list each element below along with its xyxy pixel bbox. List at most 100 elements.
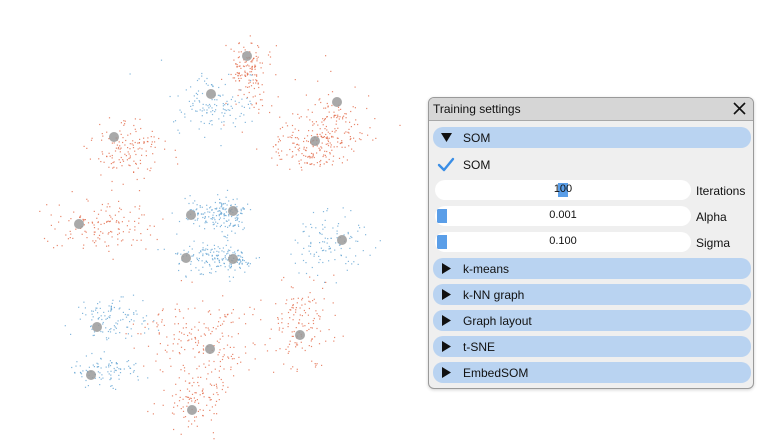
data-point	[297, 138, 300, 140]
data-point	[309, 157, 311, 159]
data-point	[182, 364, 184, 366]
data-point	[104, 315, 106, 317]
slider-handle[interactable]	[437, 235, 447, 249]
section-kmeans[interactable]: k-means	[433, 258, 751, 279]
data-point	[345, 117, 347, 119]
close-icon[interactable]	[731, 100, 748, 117]
data-point	[269, 56, 272, 58]
slider-handle[interactable]	[437, 209, 447, 223]
data-point	[295, 311, 297, 313]
section-knn-graph[interactable]: k-NN graph	[433, 284, 751, 305]
data-point	[253, 106, 255, 108]
data-point	[122, 183, 124, 185]
data-point	[199, 394, 201, 396]
data-point	[327, 105, 329, 107]
data-point	[336, 233, 338, 235]
sigma-slider[interactable]: 0.100	[435, 232, 691, 252]
checkmark-icon[interactable]	[437, 156, 455, 174]
data-point	[313, 317, 315, 320]
data-point	[114, 326, 116, 328]
data-point	[324, 154, 326, 156]
data-point	[218, 259, 220, 261]
data-point	[289, 168, 291, 170]
data-point	[238, 263, 240, 265]
data-point	[254, 74, 256, 76]
data-point	[109, 221, 111, 223]
data-point	[230, 98, 232, 101]
data-point	[120, 208, 122, 211]
data-point	[143, 137, 145, 139]
data-point	[294, 128, 296, 130]
data-point	[112, 387, 114, 389]
data-point	[325, 107, 327, 109]
data-point	[179, 396, 181, 398]
alpha-slider[interactable]: 0.001	[435, 206, 691, 226]
data-point	[287, 352, 289, 354]
triangle-down-icon	[441, 133, 452, 142]
data-point	[232, 198, 234, 201]
data-point	[324, 237, 326, 239]
data-point	[172, 350, 174, 352]
data-point	[267, 54, 270, 56]
data-point	[216, 385, 218, 387]
data-point	[225, 211, 228, 213]
data-point	[254, 358, 256, 360]
data-point	[327, 140, 330, 143]
data-point	[242, 228, 244, 231]
data-point	[293, 142, 295, 144]
data-point	[219, 210, 221, 212]
data-point	[218, 376, 220, 379]
data-point	[115, 221, 117, 223]
data-point	[125, 337, 127, 339]
data-point	[149, 234, 152, 236]
data-point	[324, 226, 326, 228]
data-point	[103, 311, 105, 313]
window-titlebar[interactable]: Training settings	[429, 98, 753, 121]
iterations-slider[interactable]: 100	[435, 180, 691, 200]
data-point	[206, 244, 209, 246]
section-tsne[interactable]: t-SNE	[433, 336, 751, 357]
data-point	[313, 298, 315, 300]
data-point	[169, 357, 171, 360]
data-point	[289, 148, 291, 151]
data-point	[110, 309, 112, 311]
data-point	[331, 164, 333, 166]
data-point	[279, 128, 281, 130]
data-point	[90, 139, 93, 141]
data-point	[113, 371, 115, 373]
data-point	[256, 148, 258, 150]
data-point	[344, 146, 346, 148]
data-point	[278, 327, 281, 329]
data-point	[143, 142, 145, 144]
section-graph-layout[interactable]: Graph layout	[433, 310, 751, 331]
data-point	[98, 234, 101, 236]
slider-handle[interactable]	[558, 183, 568, 197]
data-point	[239, 115, 241, 117]
data-point	[255, 52, 257, 54]
triangle-right-icon	[442, 289, 451, 300]
data-point	[321, 364, 323, 366]
data-point	[209, 265, 211, 267]
data-point	[310, 156, 312, 158]
data-point	[354, 107, 356, 109]
data-point	[208, 329, 210, 331]
data-point	[323, 241, 326, 243]
data-point	[204, 80, 206, 82]
data-point	[309, 119, 311, 121]
data-point	[203, 363, 205, 365]
window-title: Training settings	[433, 102, 521, 116]
data-point	[310, 345, 313, 348]
data-point	[145, 315, 148, 317]
data-point	[190, 105, 192, 107]
data-point	[190, 263, 192, 265]
data-point	[100, 174, 102, 176]
section-som[interactable]: SOM	[433, 127, 751, 148]
data-point	[99, 372, 101, 374]
data-point	[110, 370, 112, 372]
data-point	[83, 224, 85, 226]
data-point	[200, 376, 202, 378]
section-embedsom[interactable]: EmbedSOM	[433, 362, 751, 383]
data-point	[218, 351, 220, 354]
data-point	[132, 294, 135, 296]
